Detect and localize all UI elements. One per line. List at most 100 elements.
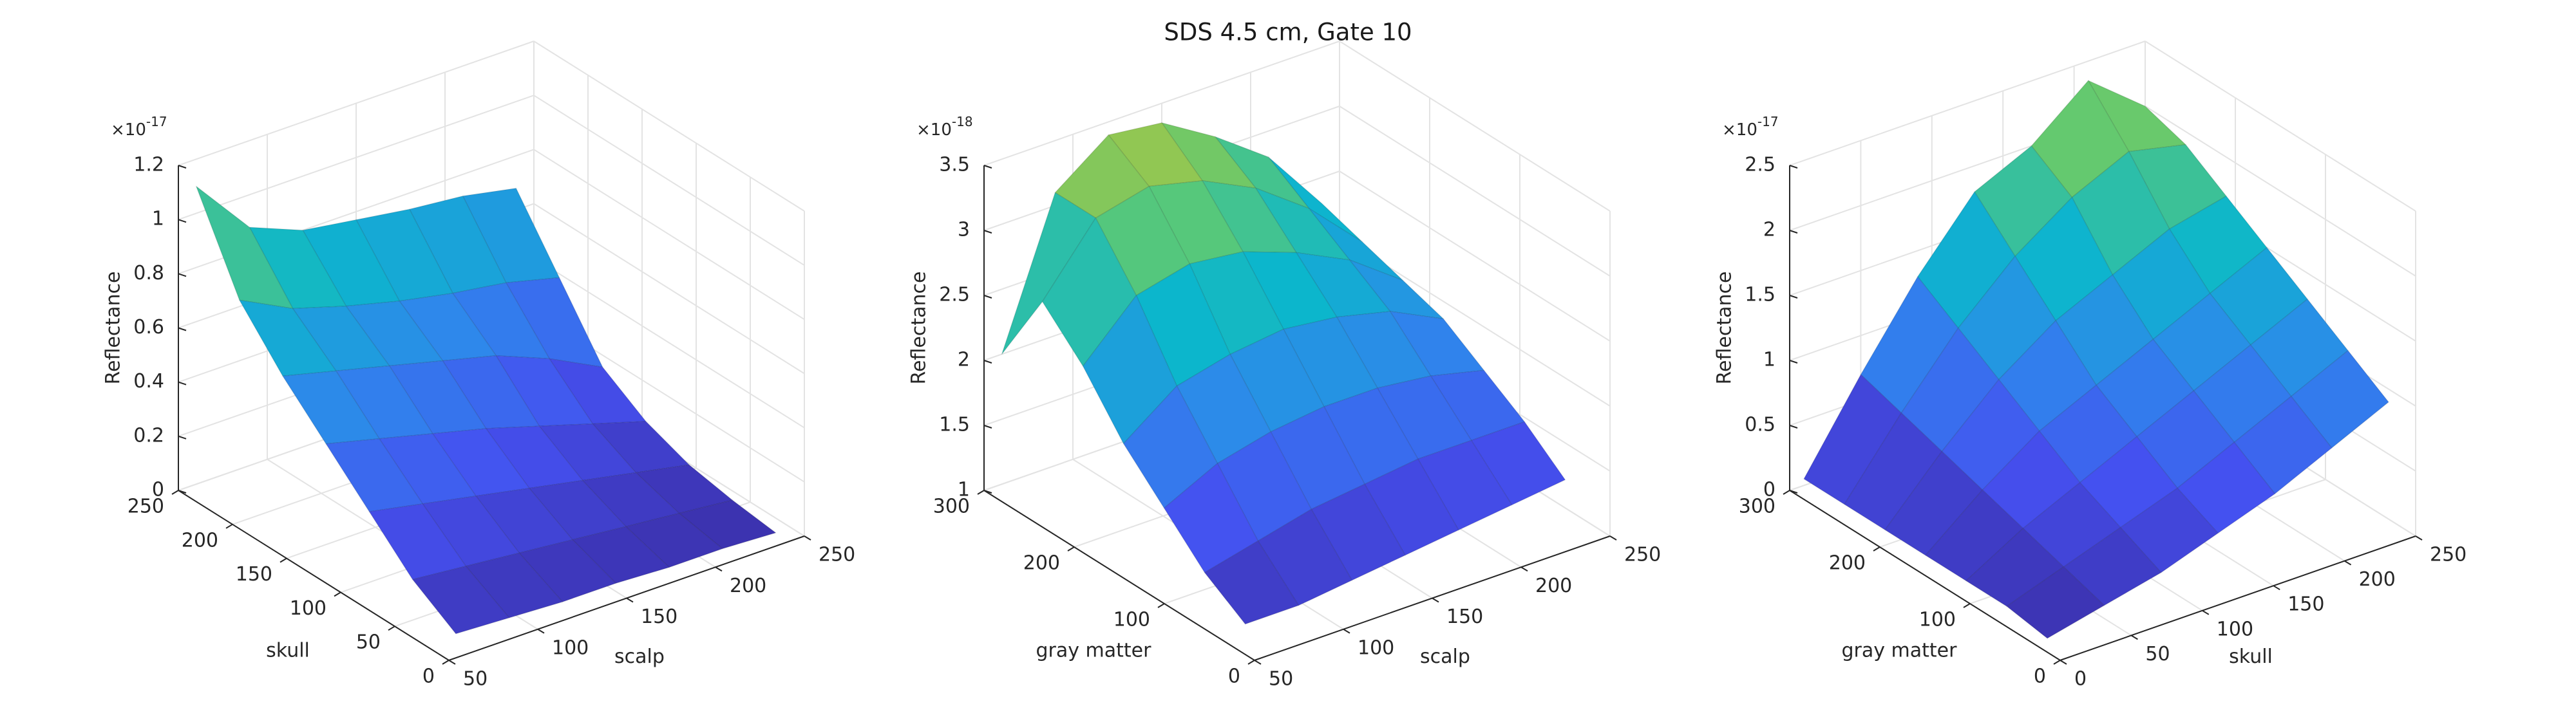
y-axis-line (983, 490, 1255, 661)
surface-patch (388, 360, 487, 434)
x-axis-label: scalp (614, 645, 665, 668)
z-tick-label: 2.5 (939, 284, 970, 306)
y-tick (225, 523, 233, 529)
z-axis-label: Reflectance (1714, 272, 1736, 385)
x-tick (1609, 535, 1617, 541)
y-tick (1873, 546, 1880, 552)
grid-line (178, 41, 535, 166)
x-tick (804, 535, 811, 541)
x-tick-label: 250 (1624, 544, 1661, 566)
y-tick-label: 0 (2034, 665, 2046, 688)
exponent-base: ×10 (916, 120, 952, 140)
x-tick-label: 250 (2430, 544, 2467, 566)
x-tick (2060, 660, 2067, 665)
y-axis-label: gray matter (1036, 640, 1152, 662)
surface-patch (422, 496, 520, 567)
y-tick-label: 300 (1739, 496, 1776, 518)
surface-patch (1925, 489, 2024, 582)
x-tick-label: 50 (463, 668, 488, 691)
surface-patch (409, 195, 507, 294)
x-tick-label: 150 (1446, 606, 1483, 628)
y-tick-label: 200 (182, 529, 218, 552)
z-tick-label: 1 (152, 208, 164, 230)
surface-patch (1470, 421, 1566, 506)
grid-line (533, 203, 805, 375)
z-tick-label: 0.4 (133, 370, 164, 393)
z-tick-label: 0 (152, 479, 164, 501)
surface-patch (1095, 185, 1190, 296)
surface-patch (572, 526, 670, 584)
z-exponent: ×10-17 (1722, 114, 1779, 140)
surface-patch (1803, 374, 1902, 505)
y-tick-label: 200 (1023, 552, 1060, 575)
grid-line (178, 95, 535, 221)
x-tick-label: 150 (2287, 593, 2324, 616)
z-tick-label: 1.2 (133, 154, 164, 176)
x-tick (1520, 566, 1528, 572)
grid-line (1339, 171, 1611, 342)
x-tick (626, 597, 634, 603)
y-axis-label: gray matter (1842, 640, 1958, 662)
x-tick (1343, 628, 1350, 634)
z-axis-label: Reflectance (102, 272, 125, 385)
y-axis-label: skull (266, 640, 310, 662)
exponent-base: ×10 (1722, 120, 1757, 140)
side-wall (1340, 41, 1610, 536)
x-tick (1254, 660, 1262, 665)
surface-patch (1217, 431, 1312, 542)
y-tick-label: 100 (290, 597, 327, 620)
z-tick (983, 230, 992, 234)
z-tick-label: 1 (1763, 349, 1776, 371)
surface-patch (1417, 440, 1513, 531)
x-tick-label: 200 (2359, 568, 2396, 591)
z-tick-label: 1 (958, 479, 970, 501)
y-tick-label: 150 (236, 563, 272, 586)
z-tick-label: 0.8 (133, 262, 164, 284)
z-tick-label: 0.5 (1745, 414, 1776, 436)
x-tick-label: 200 (1535, 575, 1572, 597)
grid-line (1339, 106, 1611, 277)
x-tick (537, 628, 545, 634)
x-tick-label: 100 (552, 636, 589, 659)
surface-patch (355, 209, 453, 302)
z-exponent: ×10-17 (111, 114, 167, 140)
figure-title: SDS 4.5 cm, Gate 10 (1164, 19, 1412, 46)
z-tick-label: 3.5 (939, 154, 970, 176)
x-tick-label: 150 (641, 606, 677, 628)
y-tick (442, 660, 450, 665)
z-tick-label: 2.5 (1745, 154, 1776, 176)
y-tick (977, 490, 985, 495)
grid-line (533, 41, 805, 212)
y-axis-line (1789, 490, 2061, 661)
z-tick (178, 219, 187, 223)
y-tick-label: 100 (1919, 609, 1956, 631)
z-tick-label: 2 (958, 349, 970, 371)
z-tick (983, 360, 992, 364)
grid-line (1789, 41, 2146, 166)
x-tick (2415, 535, 2423, 541)
z-tick-label: 3 (958, 219, 970, 241)
surface-patch (239, 299, 337, 377)
surface-patch (1308, 208, 1404, 281)
z-tick (1789, 230, 1798, 234)
surface-patch (368, 503, 467, 580)
surface-patch (1296, 252, 1391, 318)
x-tick (2273, 585, 2280, 591)
y-axis-line (178, 490, 450, 661)
exponent-base: ×10 (111, 120, 146, 140)
y-tick (1783, 490, 1790, 495)
z-tick (1789, 165, 1798, 169)
surface-patch (1161, 122, 1256, 189)
grid-line (533, 257, 805, 429)
grid-line (983, 41, 1340, 166)
grid-line (2145, 106, 2416, 277)
x-tick-label: 250 (819, 544, 855, 566)
y-tick-label: 200 (1829, 552, 1866, 575)
y-tick-label: 300 (933, 496, 970, 518)
surface-patch (1965, 528, 2065, 607)
x-axis-label: skull (2229, 645, 2273, 668)
z-tick (178, 435, 187, 440)
y-tick-label: 100 (1113, 609, 1150, 631)
